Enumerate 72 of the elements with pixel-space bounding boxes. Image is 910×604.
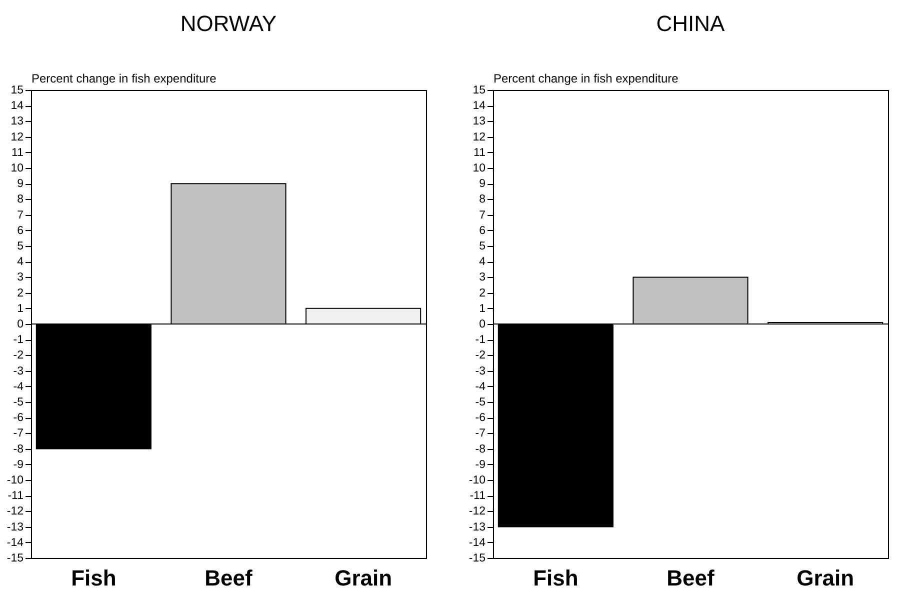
y-tick-label: 12 [10, 131, 24, 144]
y-tick-label: -6 [13, 412, 24, 424]
y-tick-label: 5 [17, 240, 24, 252]
y-tick-label: 4 [479, 256, 486, 268]
x-tick-label: Grain [334, 566, 392, 590]
y-tick-label: 2 [17, 287, 24, 300]
y-tick-label: -8 [13, 443, 24, 456]
y-tick-label: -7 [13, 428, 24, 440]
y-tick-label: 8 [17, 194, 24, 206]
y-tick-label: 7 [479, 209, 486, 222]
y-tick-label: 3 [479, 272, 486, 284]
y-tick-label: -3 [475, 365, 486, 378]
y-tick-label: 13 [472, 116, 486, 128]
y-tick-label: 10 [10, 162, 24, 174]
y-tick-label: -2 [13, 350, 24, 362]
y-tick-label: 0 [17, 318, 24, 330]
y-tick-label: 12 [472, 131, 486, 144]
y-tick-label: 5 [479, 240, 486, 252]
y-tick-label: 15 [10, 84, 24, 96]
x-tick-label: Beef [204, 566, 254, 590]
y-tick-label: 14 [10, 100, 24, 112]
chart-title: CHINA [656, 11, 726, 36]
y-tick-label: 14 [472, 100, 486, 112]
y-tick-label: -1 [475, 334, 486, 346]
y-axis-title: Percent change in fish expenditure [494, 72, 679, 86]
y-tick-label: -10 [468, 474, 486, 486]
y-tick-label: -15 [468, 552, 486, 564]
y-tick-label: -4 [475, 380, 486, 393]
y-tick-label: -13 [6, 521, 24, 534]
y-tick-label: 1 [479, 302, 486, 315]
y-tick-label: 6 [479, 224, 486, 237]
y-tick-label: -11 [8, 490, 24, 502]
y-tick-label: -15 [6, 552, 24, 564]
y-tick-label: 3 [17, 272, 24, 284]
y-tick-label: -9 [475, 458, 486, 471]
y-tick-label: 2 [479, 287, 486, 300]
y-tick-label: -14 [6, 536, 24, 549]
y-tick-label: 10 [472, 162, 486, 174]
y-tick-label: 9 [479, 178, 486, 190]
y-tick-label: -4 [13, 380, 24, 393]
y-tick-label: -7 [475, 428, 486, 440]
y-tick-label: -5 [13, 396, 24, 408]
y-tick-label: -12 [6, 506, 24, 518]
y-tick-label: -14 [468, 536, 486, 549]
x-tick-label: Grain [796, 566, 854, 590]
y-tick-label: -8 [475, 443, 486, 456]
y-tick-label: -10 [6, 474, 24, 486]
y-tick-label: 4 [17, 256, 24, 268]
y-axis-title: Percent change in fish expenditure [32, 72, 217, 86]
y-tick-label: -11 [470, 490, 486, 502]
chart-title: NORWAY [180, 11, 277, 36]
y-tick-label: 6 [17, 224, 24, 237]
y-tick-label: -3 [13, 365, 24, 378]
y-tick-label: 11 [12, 146, 24, 159]
y-tick-label: 7 [17, 209, 24, 222]
x-tick-label: Fish [533, 566, 578, 590]
y-tick-label: -12 [468, 506, 486, 518]
y-tick-label: 1 [17, 302, 24, 315]
y-tick-label: 15 [472, 84, 486, 96]
y-tick-label: 11 [474, 146, 486, 159]
y-tick-label: -9 [13, 458, 24, 471]
y-tick-label: 0 [479, 318, 486, 330]
x-tick-label: Beef [666, 566, 716, 590]
y-tick-label: -5 [475, 396, 486, 408]
y-tick-label: -13 [468, 521, 486, 534]
y-tick-label: -2 [475, 350, 486, 362]
y-tick-label: 13 [10, 116, 24, 128]
x-tick-label: Fish [71, 566, 116, 590]
y-tick-label: -1 [13, 334, 24, 346]
y-tick-label: 8 [479, 194, 486, 206]
y-tick-label: -6 [475, 412, 486, 424]
y-tick-label: 9 [17, 178, 24, 190]
